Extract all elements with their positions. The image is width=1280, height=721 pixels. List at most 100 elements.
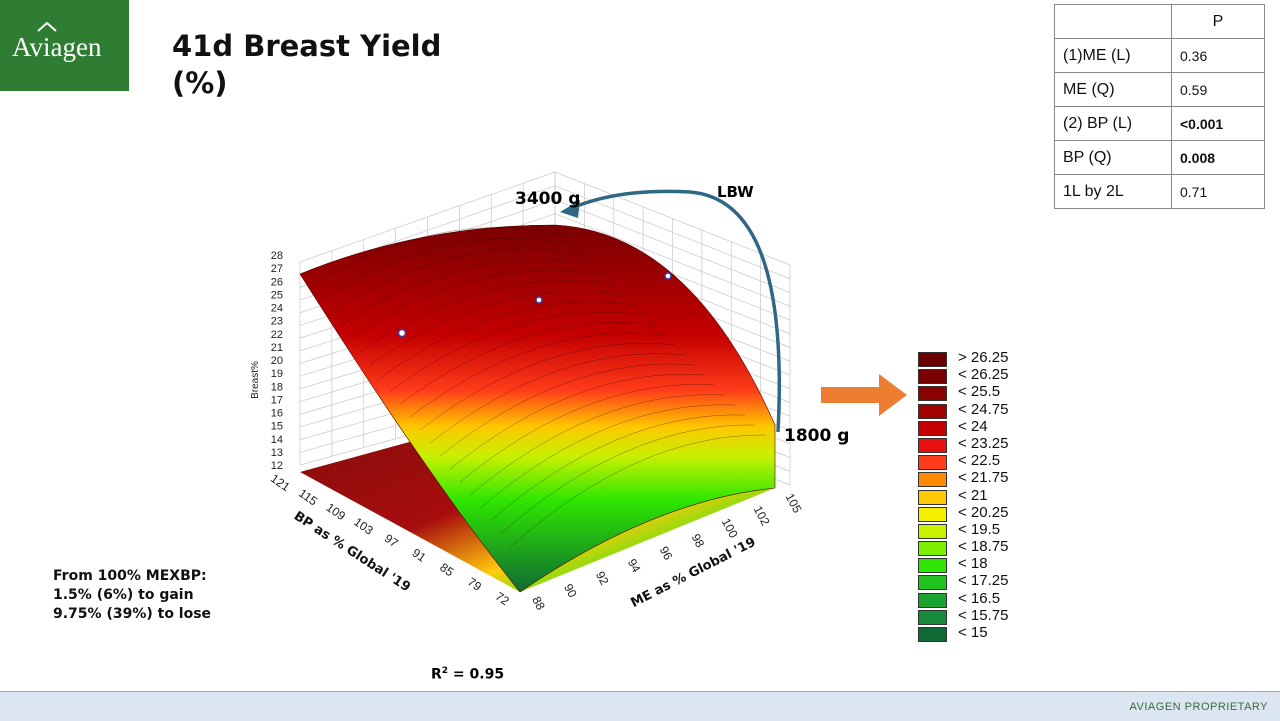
orange-arrow-icon (821, 374, 907, 416)
contour-line (419, 343, 676, 431)
contour-line (359, 280, 616, 353)
r-squared-label: R2 = 0.95 (431, 666, 504, 683)
legend-label: < 24 (958, 417, 988, 435)
x-tick-label: 92 (593, 569, 612, 588)
data-point (535, 296, 543, 304)
z-tick-label: 16 (271, 408, 283, 420)
note-line-1: From 100% MEXBP: (53, 568, 207, 584)
legend-label: < 21 (958, 486, 988, 504)
legend-swatch (918, 575, 947, 591)
legend-label: < 17.25 (958, 572, 1009, 590)
y-tick-label: 91 (410, 546, 429, 565)
z-tick-label: 23 (271, 316, 283, 328)
z-axis-label: Breast% (250, 361, 261, 399)
z-tick-label: 17 (271, 394, 283, 406)
legend-label: < 18.75 (958, 538, 1009, 556)
roof-icon (37, 22, 57, 32)
x-tick-label: 105 (783, 491, 805, 516)
z-tick-label: 21 (271, 342, 283, 354)
z-tick-label: 13 (271, 447, 283, 459)
x-tick-label: 102 (751, 503, 773, 528)
legend-swatch (918, 369, 947, 385)
legend-swatch (918, 403, 947, 419)
legend-label: < 24.75 (958, 400, 1009, 418)
table-row: BP (Q) 0.008 (1054, 140, 1265, 175)
term-cell: 1L by 2L (1054, 174, 1172, 209)
legend-swatch (918, 558, 947, 574)
contour-line (479, 404, 736, 509)
legend-swatch (918, 506, 947, 522)
y-tick-label: 121 (268, 471, 293, 494)
z-tick-label: 20 (271, 355, 283, 367)
contour-line (329, 248, 586, 314)
contour-line (389, 311, 646, 392)
x-tick-label: 90 (561, 581, 580, 600)
contour-line (429, 353, 686, 444)
surface-contour-lines (309, 227, 766, 548)
y-tick-label: 109 (324, 500, 349, 523)
page-title: 41d Breast Yield (%) (172, 29, 442, 100)
data-point (397, 328, 407, 338)
legend-label: < 25.5 (958, 383, 1001, 401)
y-tick-label: 72 (493, 589, 512, 608)
contour-line (449, 374, 706, 470)
contour-line (459, 384, 716, 483)
z-tick-label: 28 (271, 250, 283, 262)
legend-label: < 16.5 (958, 589, 1001, 607)
z-tick-label: 15 (271, 421, 283, 433)
footer-text: AVIAGEN PROPRIETARY (1129, 701, 1268, 713)
footer-bar: AVIAGEN PROPRIETARY (0, 691, 1280, 721)
z-tick-label: 26 (271, 276, 283, 288)
legend-label: < 19.5 (958, 520, 1001, 538)
term-cell: BP (Q) (1054, 140, 1172, 175)
z-tick-label: 18 (271, 381, 283, 393)
legend-label: < 26.25 (958, 366, 1009, 384)
legend-label: < 15.75 (958, 606, 1009, 624)
summary-note: From 100% MEXBP: 1.5% (6%) to gain 9.75%… (53, 567, 211, 624)
x-axis-ticks: 88 90 92 94 96 98 100 102 105 (529, 491, 804, 613)
p-value-cell: 0.71 (1171, 174, 1265, 209)
x-tick-label: 94 (625, 556, 644, 575)
legend-swatch (918, 386, 947, 402)
x-tick-label: 96 (657, 544, 676, 563)
contour-line (409, 332, 666, 418)
z-tick-label: 22 (271, 329, 283, 341)
legend-swatch (918, 472, 947, 488)
legend-swatch (918, 420, 947, 436)
legend-swatch (918, 489, 947, 505)
contour-line (439, 363, 696, 457)
z-tick-label: 14 (271, 434, 283, 446)
lbw-curved-arrow (571, 189, 782, 433)
y-tick-label: 103 (351, 515, 376, 538)
z-tick-label: 24 (271, 303, 283, 315)
r2-superscript: 2 (441, 666, 449, 676)
lbw-label: LBW (717, 183, 754, 201)
p-value-table: P (1)ME (L) 0.36 ME (Q) 0.59 (2) BP (L) <0.001… (1054, 4, 1265, 209)
contour-line (319, 237, 576, 301)
legend-swatch (918, 592, 947, 608)
legend-label: > 26.25 (958, 349, 1009, 366)
term-cell: ME (Q) (1054, 72, 1172, 107)
legend-swatch (918, 609, 947, 625)
contour-line (399, 322, 656, 405)
contour-line (489, 414, 746, 522)
contour-line (309, 227, 566, 288)
legend-label: < 18 (958, 555, 988, 573)
logo-text: Aviagen (12, 32, 102, 62)
weight-low-label: 1800 g (784, 426, 850, 446)
legend-swatch (918, 523, 947, 539)
y-tick-label: 85 (437, 560, 456, 579)
x-tick-label: 100 (719, 516, 741, 541)
x-tick-label: 98 (689, 531, 708, 550)
contour-line (509, 434, 766, 548)
legend-swatch (918, 627, 947, 642)
contour-line (369, 290, 626, 366)
contour-line (469, 394, 726, 496)
y-tick-label: 97 (382, 531, 401, 550)
z-tick-label: 27 (271, 263, 283, 275)
weight-high-label: 3400 g (515, 189, 581, 209)
contour-line (379, 301, 636, 379)
note-line-3: 9.75% (39%) to lose (53, 606, 212, 622)
